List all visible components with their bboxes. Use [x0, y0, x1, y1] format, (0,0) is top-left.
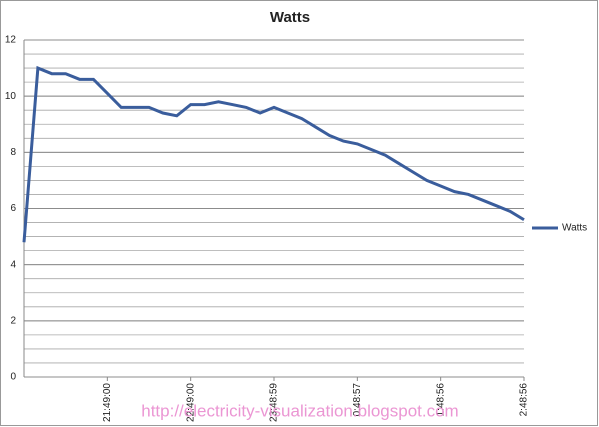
- x-tick-label: 0:48:57: [352, 383, 363, 417]
- watermark: http://electricity-visualization.blogspo…: [141, 401, 458, 420]
- y-tick-label: 2: [10, 315, 16, 326]
- x-tick-label: 2:48:56: [519, 383, 530, 417]
- x-tick-label: 1:48:56: [435, 383, 446, 417]
- y-tick-label: 4: [10, 259, 16, 270]
- y-tick-label: 0: [10, 372, 16, 383]
- y-tick-label: 10: [5, 91, 17, 102]
- y-tick-label: 12: [5, 35, 17, 46]
- chart-title: Watts: [270, 9, 310, 26]
- data-line: [22, 65, 525, 243]
- x-tick-label: 21:49:00: [102, 383, 113, 422]
- y-tick-label: 8: [10, 147, 16, 158]
- x-tick-label: 22:49:00: [185, 383, 196, 422]
- x-tick-label: 23:48:59: [269, 383, 280, 422]
- legend-label: Watts: [562, 223, 587, 234]
- y-tick-label: 6: [10, 203, 16, 214]
